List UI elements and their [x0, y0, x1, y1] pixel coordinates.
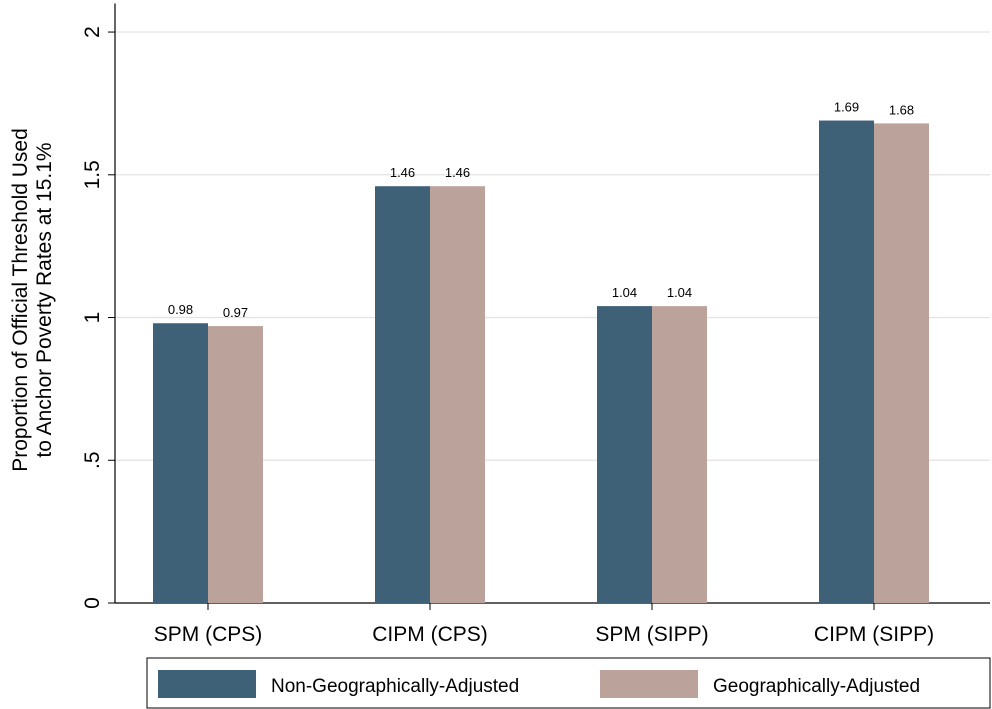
value-label: 0.98 [168, 302, 193, 317]
legend-swatch [600, 670, 698, 698]
bar [597, 306, 652, 603]
legend-label: Non-Geographically-Adjusted [271, 676, 519, 697]
y-tick-label: 1.5 [81, 160, 104, 189]
y-tick-label: 1 [81, 312, 104, 324]
bar [430, 186, 485, 603]
legend-swatch [158, 670, 256, 698]
bar [819, 120, 874, 604]
y-tick-label: .5 [81, 452, 104, 470]
value-label: 1.68 [889, 102, 914, 117]
bar [874, 123, 929, 604]
x-tick-label: SPM (CPS) [154, 623, 263, 646]
bar [652, 306, 707, 603]
legend-label: Geographically-Adjusted [713, 676, 920, 697]
x-tick-label: CIPM (CPS) [372, 623, 488, 646]
legend-box [146, 657, 991, 709]
x-tick-label: CIPM (SIPP) [814, 623, 934, 646]
bar [208, 326, 263, 603]
value-label: 1.04 [612, 285, 637, 300]
value-label: 1.46 [390, 165, 415, 180]
value-label: 1.69 [834, 100, 859, 115]
bar [153, 323, 208, 603]
value-label: 1.46 [445, 165, 470, 180]
value-label: 0.97 [223, 305, 248, 320]
y-axis-label: Proportion of Official Threshold Used [9, 128, 32, 472]
y-axis-label: to Anchor Poverty Rates at 15.1% [33, 142, 56, 457]
x-tick-label: SPM (SIPP) [595, 623, 708, 646]
y-tick-label: 2 [81, 26, 104, 38]
y-tick-label: 0 [81, 597, 104, 609]
value-label: 1.04 [667, 285, 692, 300]
bar [375, 186, 430, 603]
